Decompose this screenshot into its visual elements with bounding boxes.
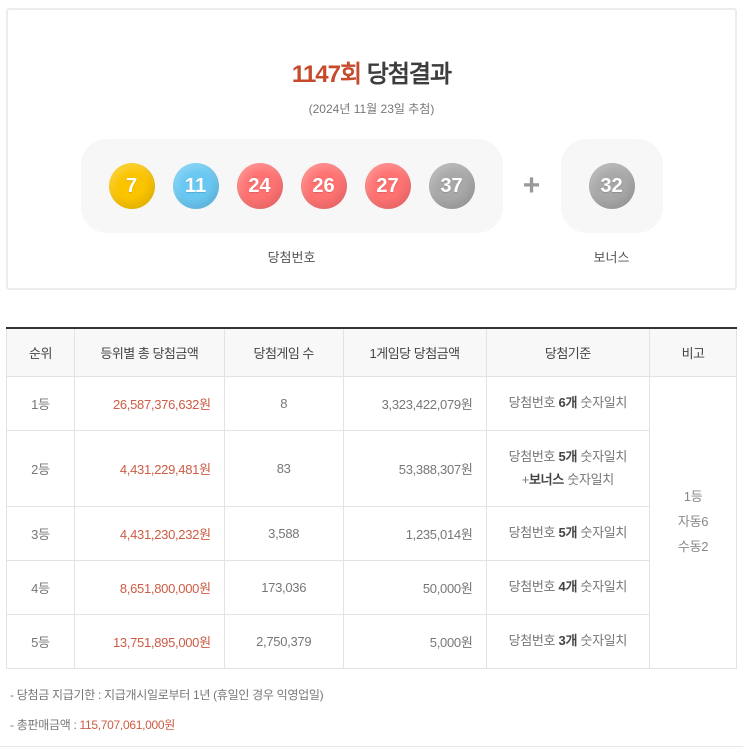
table-row-2등: 2등 4,431,229,481원 83 53,388,307원 당첨번호 5개 숫자일… — [6, 429, 737, 508]
col-header-criteria: 당첨기준 — [485, 328, 651, 377]
rank-cell: 4등 — [6, 560, 75, 615]
total-sales-label: - 총판매금액 : — [10, 717, 80, 732]
total-prize-cell: 4,431,230,232원 — [73, 506, 225, 561]
table-row-1등: 1등 26,587,376,632원 8 3,323,422,079원 당첨번호 6개 … — [6, 376, 737, 669]
remark-line: 자동6 — [677, 513, 709, 529]
result-box: 1147회 당첨결과 (2024년 11월 23일 추첨) 7 11 24 26 27 3… — [6, 8, 737, 290]
page-title: 1147회 당첨결과 — [8, 54, 735, 89]
winning-games-cell: 3,588 — [223, 506, 344, 561]
criteria-cell: 당첨번호 4개 숫자일치 — [485, 560, 651, 615]
balls-area: 7 11 24 26 27 37 당첨번호 + 32 보너스 — [8, 139, 735, 266]
per-game-prize-cell: 1,235,014원 — [342, 506, 487, 561]
total-prize-cell: 8,651,800,000원 — [73, 560, 225, 615]
draw-round: 1147회 — [291, 61, 362, 88]
table-row-3등: 3등 4,431,230,232원 3,588 1,235,014원 당첨번호 5개 숫… — [6, 506, 737, 561]
winning-games-cell: 2,750,379 — [223, 613, 344, 669]
criteria-cell: 당첨번호 5개 숫자일치 — [485, 506, 651, 561]
lotto-ball-24: 24 — [236, 163, 283, 209]
table-row-5등: 5등 13,751,895,000원 2,750,379 5,000원 당첨번호 3개 … — [6, 613, 737, 669]
criteria-cell: 당첨번호 3개 숫자일치 — [485, 613, 651, 669]
col-header-games: 당첨게임 수 — [223, 328, 344, 377]
total-sales-value: 115,707,061,000원 — [79, 717, 176, 732]
payment-deadline-note: - 당첨금 지급기한 : 지급개시일로부터 1년 (휴일인 경우 익영업일) — [10, 687, 324, 702]
winning-balls: 7 11 24 26 27 37 — [80, 139, 503, 233]
per-game-prize-cell: 53,388,307원 — [342, 429, 487, 508]
bottom-divider — [0, 745, 743, 756]
table-row-4등: 4등 8,651,800,000원 173,036 50,000원 당첨번호 4개 숫자… — [6, 560, 737, 615]
table-header-row: 순위 등위별 총 당첨금액 당첨게임 수 1게임당 당첨금액 당첨기준 비고 — [6, 328, 737, 377]
prize-table: 순위 등위별 총 당첨금액 당첨게임 수 1게임당 당첨금액 당첨기준 비고 1… — [6, 327, 737, 669]
col-header-per-game: 1게임당 당첨금액 — [342, 328, 487, 377]
lotto-ball-26: 26 — [300, 163, 347, 209]
criteria-line: 당첨번호 3개 숫자일치 — [508, 632, 628, 648]
title-suffix: 당첨결과 — [361, 61, 452, 88]
bonus-ball-group: 32 — [560, 139, 663, 233]
lotto-ball-7: 7 — [108, 163, 155, 209]
total-prize-cell: 13,751,895,000원 — [73, 613, 225, 669]
per-game-prize-cell: 50,000원 — [342, 560, 487, 615]
criteria-line: 당첨번호 4개 숫자일치 — [508, 579, 628, 594]
criteria-line: 당첨번호 5개 숫자일치 — [508, 525, 628, 541]
total-prize-cell: 4,431,229,481원 — [73, 429, 225, 508]
winning-games-cell: 173,036 — [223, 560, 344, 615]
col-header-rank: 순위 — [6, 328, 75, 377]
rank-cell: 1등 — [6, 376, 75, 431]
criteria-cell: 당첨번호 5개 숫자일치 +보너스 숫자일치 — [485, 429, 651, 508]
lotto-ball-11: 11 — [172, 163, 219, 209]
remark-line: 1등 — [683, 489, 703, 505]
prize-table-body: 1등 26,587,376,632원 8 3,323,422,079원 당첨번호 6개 … — [6, 376, 737, 669]
col-header-remark: 비고 — [649, 328, 737, 377]
winning-numbers-column: 7 11 24 26 27 37 당첨번호 — [80, 139, 503, 266]
draw-date: (2024년 11월 23일 추첨) — [308, 102, 435, 116]
winning-numbers-label: 당첨번호 — [267, 250, 316, 265]
bonus-label: 보너스 — [593, 250, 630, 265]
bonus-column: 32 보너스 — [560, 139, 663, 266]
total-sales-note: - 총판매금액 : 115,707,061,000원 — [10, 716, 743, 733]
winning-games-cell: 8 — [223, 376, 344, 431]
rank-cell: 2등 — [6, 429, 75, 508]
total-prize-cell: 26,587,376,632원 — [73, 376, 225, 431]
remark-line: 수동2 — [677, 538, 709, 554]
col-header-total: 등위별 총 당첨금액 — [73, 328, 225, 377]
per-game-prize-cell: 5,000원 — [342, 613, 487, 669]
criteria-cell: 당첨번호 6개 숫자일치 — [485, 376, 651, 431]
per-game-prize-cell: 3,323,422,079원 — [342, 376, 487, 431]
criteria-line: 당첨번호 5개 숫자일치 — [508, 448, 628, 464]
lotto-ball-37: 37 — [428, 163, 475, 209]
footer-notes: - 당첨금 지급기한 : 지급개시일로부터 1년 (휴일인 경우 익영업일) -… — [10, 686, 743, 733]
lotto-ball-27: 27 — [364, 163, 411, 209]
plus-icon: + — [522, 169, 541, 202]
criteria-line: 당첨번호 6개 숫자일치 — [508, 395, 628, 410]
rank-cell: 3등 — [6, 506, 75, 561]
winning-games-cell: 83 — [223, 429, 344, 508]
lotto-ball-32: 32 — [588, 163, 635, 209]
rank-cell: 5등 — [6, 613, 75, 669]
criteria-line: +보너스 숫자일치 — [521, 471, 615, 487]
